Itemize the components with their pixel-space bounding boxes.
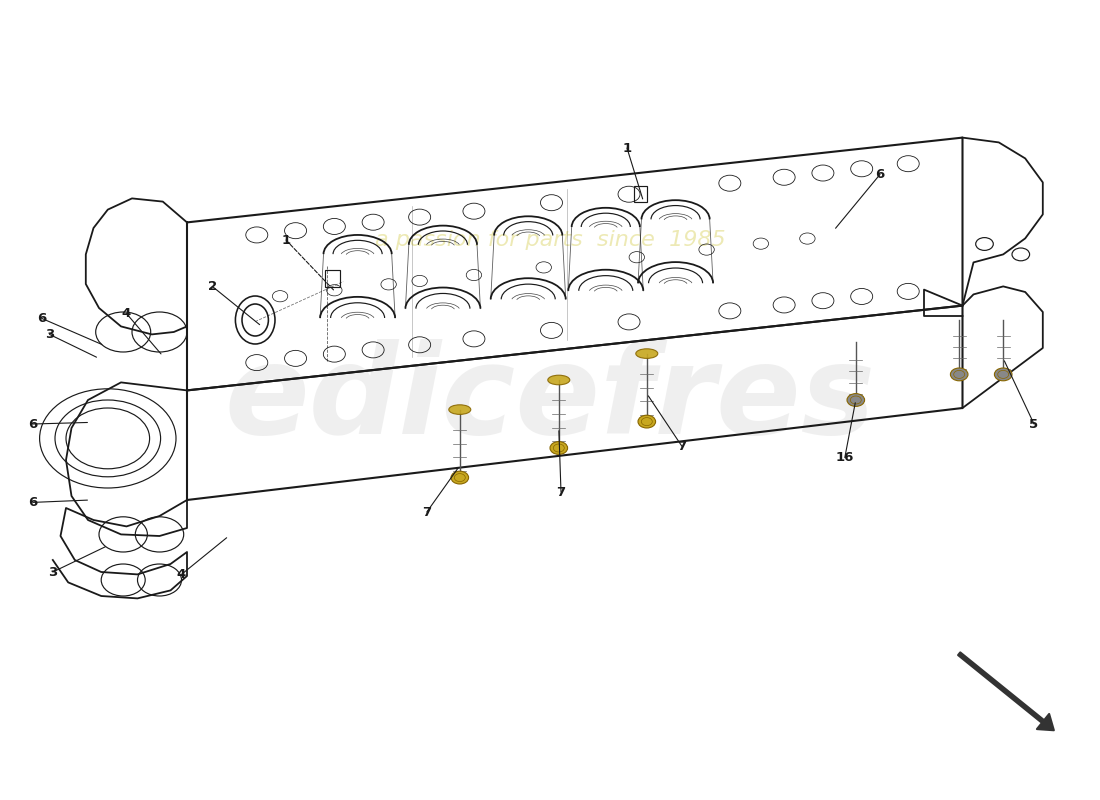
Text: 7: 7: [557, 486, 565, 498]
Ellipse shape: [548, 375, 570, 385]
Ellipse shape: [636, 349, 658, 358]
Text: 3: 3: [48, 566, 57, 578]
Text: edicefres: edicefres: [224, 339, 876, 461]
Text: 1: 1: [282, 234, 290, 246]
Circle shape: [550, 442, 568, 454]
Text: a passion for parts  since  1985: a passion for parts since 1985: [375, 230, 725, 250]
Text: 4: 4: [122, 307, 131, 320]
Text: 6: 6: [29, 496, 37, 509]
Text: 6: 6: [876, 168, 884, 181]
Text: 4: 4: [177, 568, 186, 581]
Text: 6: 6: [29, 418, 37, 430]
Text: 2: 2: [208, 280, 217, 293]
Text: 3: 3: [45, 328, 54, 341]
Text: 16: 16: [836, 451, 854, 464]
Text: 5: 5: [1030, 418, 1038, 430]
Text: 1: 1: [623, 142, 631, 154]
Circle shape: [950, 368, 968, 381]
FancyArrowPatch shape: [958, 652, 1054, 730]
Circle shape: [638, 415, 656, 428]
Circle shape: [994, 368, 1012, 381]
Text: 7: 7: [422, 506, 431, 518]
Text: 6: 6: [37, 312, 46, 325]
Text: 7: 7: [678, 440, 686, 453]
Circle shape: [451, 471, 469, 484]
Circle shape: [847, 394, 865, 406]
Ellipse shape: [449, 405, 471, 414]
